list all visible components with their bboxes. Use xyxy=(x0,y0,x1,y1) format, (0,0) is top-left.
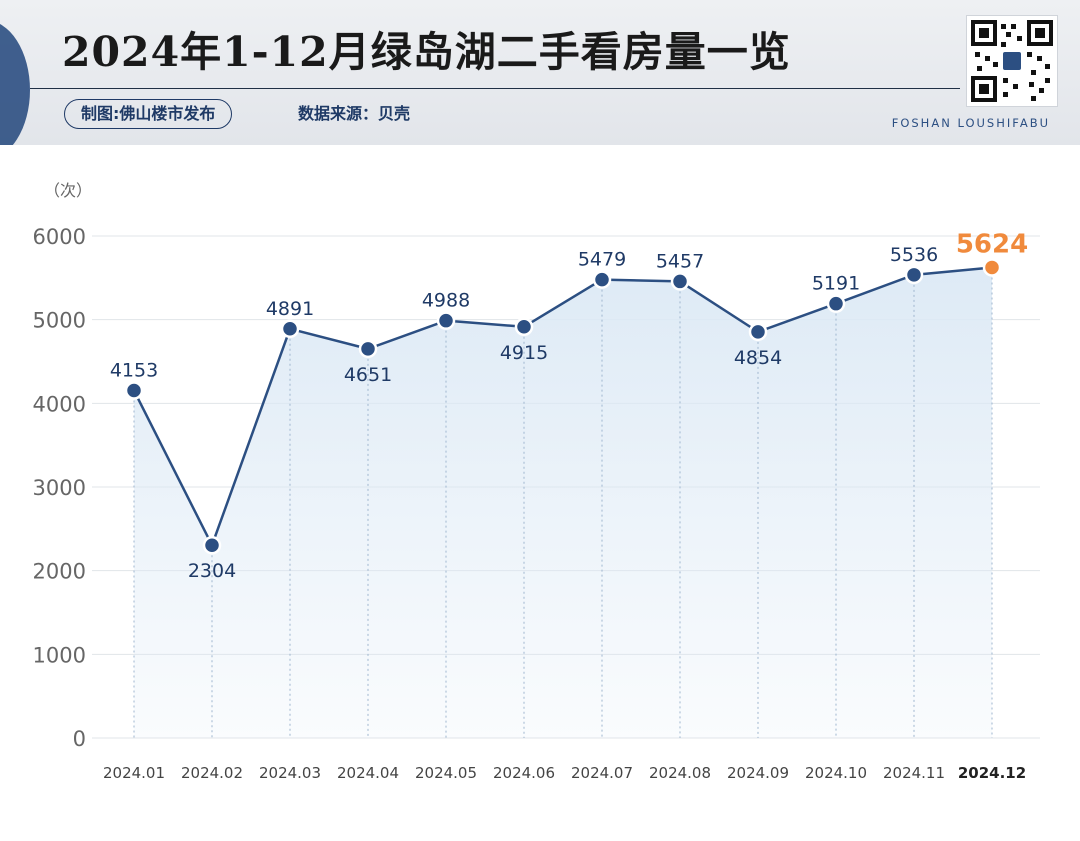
qr-code-icon xyxy=(966,15,1058,107)
data-point xyxy=(358,339,378,359)
data-point xyxy=(202,535,222,555)
data-label: 4651 xyxy=(344,364,392,386)
y-tick-label: 6000 xyxy=(33,225,86,249)
data-source: 数据来源：贝壳 xyxy=(298,104,411,123)
series-area xyxy=(134,267,992,738)
x-tick-label: 2024.03 xyxy=(259,764,321,782)
header-banner: 2024年1-12月绿岛湖二手看房量一览 制图:佛山楼市发布 数据来源：贝壳 F… xyxy=(0,0,1080,145)
data-point xyxy=(826,294,846,313)
y-tick-label: 0 xyxy=(73,727,86,751)
x-tick-label: 2024.10 xyxy=(805,764,867,782)
header-divider xyxy=(30,88,960,89)
data-label-highlight: 5624 xyxy=(956,229,1028,259)
x-tick-label: 2024.08 xyxy=(649,764,711,782)
y-tick-label: 5000 xyxy=(33,309,86,333)
data-label: 4915 xyxy=(500,342,548,364)
data-label: 4891 xyxy=(266,298,314,320)
data-point xyxy=(280,319,300,339)
x-tick-label: 2024.01 xyxy=(103,764,165,782)
x-tick-label: 2024.04 xyxy=(337,764,399,782)
data-label: 5191 xyxy=(812,273,860,295)
data-label: 2304 xyxy=(188,560,236,582)
x-tick-label: 2024.05 xyxy=(415,764,477,782)
x-tick-label: 2024.11 xyxy=(883,764,945,782)
credit-badge: 制图:佛山楼市发布 xyxy=(64,99,233,129)
x-tick-label: 2024.02 xyxy=(181,764,243,782)
data-point xyxy=(514,317,534,337)
data-label: 4988 xyxy=(422,290,470,312)
series-line xyxy=(132,266,993,547)
qr-code-graphic xyxy=(971,20,1053,102)
brand-text: FOSHAN LOUSHIFABU xyxy=(891,116,1050,130)
x-tick-label: 2024.06 xyxy=(493,764,555,782)
data-label: 5479 xyxy=(578,249,626,271)
y-tick-label: 4000 xyxy=(33,392,86,416)
y-tick-label: 1000 xyxy=(33,643,86,667)
data-label: 5457 xyxy=(656,250,704,272)
data-point xyxy=(436,311,456,330)
y-tick-label: 3000 xyxy=(33,476,86,500)
data-point xyxy=(670,272,690,291)
data-point xyxy=(748,322,768,342)
y-axis-unit-label: （次） xyxy=(44,181,92,200)
x-tick-label: 2024.09 xyxy=(727,764,789,782)
x-tick-label: 2024.12 xyxy=(958,764,1026,782)
highlight-point xyxy=(982,258,1002,277)
data-label: 4153 xyxy=(110,360,158,382)
y-tick-label: 2000 xyxy=(33,560,86,584)
data-label: 5536 xyxy=(890,244,938,266)
data-point xyxy=(592,270,612,289)
data-label: 4854 xyxy=(734,347,782,369)
data-point xyxy=(124,381,144,400)
page-title: 2024年1-12月绿岛湖二手看房量一览 xyxy=(62,28,791,76)
data-point xyxy=(904,265,924,285)
x-tick-label: 2024.07 xyxy=(571,764,633,782)
